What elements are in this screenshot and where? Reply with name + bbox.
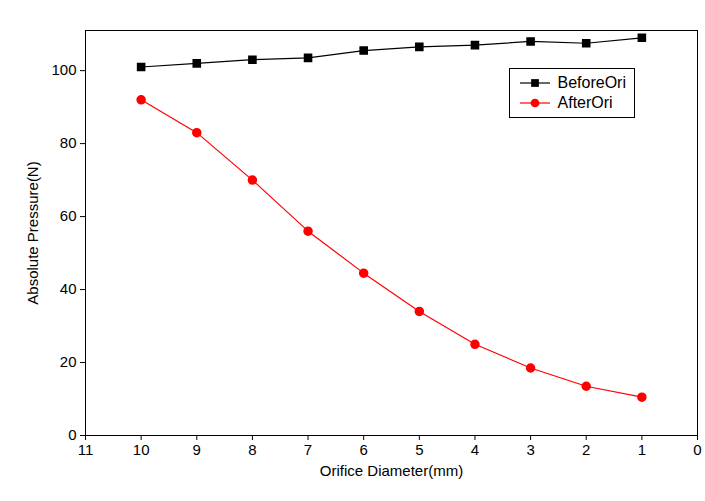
html-text:AfterOri: AfterOri — [557, 94, 613, 111]
html-text:BeforeOri: BeforeOri — [557, 74, 626, 91]
svg-text:80: 80 — [60, 134, 77, 151]
svg-text:0: 0 — [693, 441, 701, 458]
svg-text:0: 0 — [68, 426, 76, 443]
svg-text:5: 5 — [415, 441, 423, 458]
svg-text:Orifice Diameter(mm): Orifice Diameter(mm) — [320, 462, 463, 479]
svg-text:10: 10 — [133, 441, 150, 458]
svg-text:Absolute Pressure(N): Absolute Pressure(N) — [24, 161, 41, 304]
svg-text:6: 6 — [360, 441, 368, 458]
svg-text:4: 4 — [471, 441, 479, 458]
svg-text:11: 11 — [78, 441, 94, 458]
svg-text:40: 40 — [60, 280, 77, 297]
svg-text:9: 9 — [193, 441, 201, 458]
svg-text:60: 60 — [60, 207, 77, 224]
svg-text:100: 100 — [51, 61, 76, 78]
svg-text:7: 7 — [304, 441, 312, 458]
svg-text:8: 8 — [248, 441, 256, 458]
svg-text:3: 3 — [526, 441, 534, 458]
svg-text:1: 1 — [638, 441, 646, 458]
svg-text:20: 20 — [60, 353, 77, 370]
svg-text:2: 2 — [582, 441, 590, 458]
